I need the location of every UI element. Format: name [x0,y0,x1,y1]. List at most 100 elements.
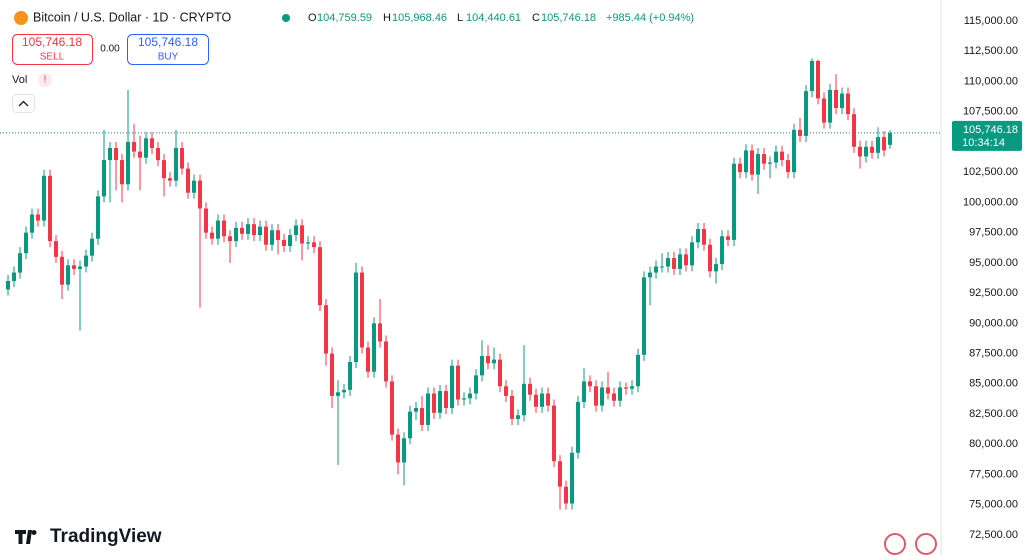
price-tag-countdown: 10:34:14 [962,137,1005,149]
candle-body [708,244,712,272]
candle-body [690,242,694,266]
candle-body [816,60,820,99]
candle-body [138,151,142,158]
candle-body [60,256,64,285]
candle-body [684,254,688,266]
candle-body [18,253,22,273]
candle-body [540,393,544,407]
candle-body [738,163,742,173]
candle-body [54,241,58,257]
candle-body [48,175,52,242]
candle-body [450,365,454,409]
high-value: 105,968.46 [392,12,447,24]
sell-button[interactable] [12,34,93,65]
brand-name: TradingView [50,526,162,547]
brand-logo [15,530,37,544]
candle-body [888,132,892,145]
candle-body [774,151,778,163]
coin-logo [14,11,28,25]
candle-body [102,160,106,197]
candle-body [72,265,76,269]
candle-body [180,147,184,169]
candle-body [570,452,574,504]
y-tick-label: 92,500.00 [969,287,1018,299]
candles [6,58,892,510]
buy-text: BUY [158,52,179,63]
candle-body [546,393,550,406]
candle-body [384,341,388,382]
candle-body [882,137,886,151]
y-tick-label: 97,500.00 [969,227,1018,239]
candle-body [78,266,82,269]
candle-body [42,175,46,221]
candle-body [846,93,850,115]
high-label: H [383,12,391,24]
candle-body [870,146,874,153]
candle-body [228,236,232,242]
candle-body [150,138,154,148]
candle-body [126,141,130,185]
candle-body [726,236,730,240]
symbol-title[interactable]: Bitcoin / U.S. Dollar · 1D · CRYPTO [33,10,231,24]
candle-body [828,89,832,123]
candle-body [390,381,394,435]
candle-body [276,230,280,240]
candle-body [240,227,244,234]
collapse-button[interactable] [12,94,35,113]
open-value: 104,759.59 [317,12,372,24]
candle-body [288,235,292,246]
candle-body [6,281,10,290]
candle-body [246,224,250,234]
volume-indicator[interactable]: Vol [12,74,27,86]
candle-body [216,220,220,239]
candle-body [408,411,412,439]
y-tick-label: 82,500.00 [969,408,1018,420]
candle-body [750,150,754,175]
candle-body [438,391,442,413]
candle-body [192,180,196,193]
candle-body [198,180,202,209]
candle-body [12,272,16,282]
candle-body [804,91,808,136]
y-tick-label: 102,500.00 [963,166,1018,178]
candle-body [744,150,748,173]
candle-body [162,160,166,179]
candle-body [660,266,664,268]
buy-button[interactable] [127,34,209,65]
flag-icon[interactable] [915,533,937,555]
candle-body [66,265,70,285]
candle-body [300,225,304,244]
candle-body [204,208,208,233]
candle-body [258,226,262,236]
candle-body [282,239,286,246]
candle-body [786,160,790,173]
candle-body [312,242,316,248]
candle-body [330,353,334,396]
candle-body [156,147,160,161]
candle-body [30,214,34,233]
candle-body [96,196,100,239]
candle-body [762,154,766,164]
candle-body [714,264,718,272]
candle-body [510,395,514,419]
candle-body [528,383,532,395]
candle-body [756,154,760,175]
alert-badge[interactable] [38,73,52,87]
candle-body [732,163,736,240]
y-tick-label: 80,000.00 [969,438,1018,450]
price-tag [952,120,1022,151]
y-tick-label: 100,000.00 [963,196,1018,208]
candle-body [636,354,640,387]
price-tag-value: 105,746.18 [963,124,1018,136]
low-label: L [457,12,463,24]
flag-icon[interactable] [884,533,906,555]
candle-body [234,227,238,242]
candle-body [396,434,400,463]
candle-body [420,408,424,425]
candle-body [864,146,868,157]
candle-body [426,393,430,425]
candle-body [654,266,658,273]
candle-body [108,147,112,161]
